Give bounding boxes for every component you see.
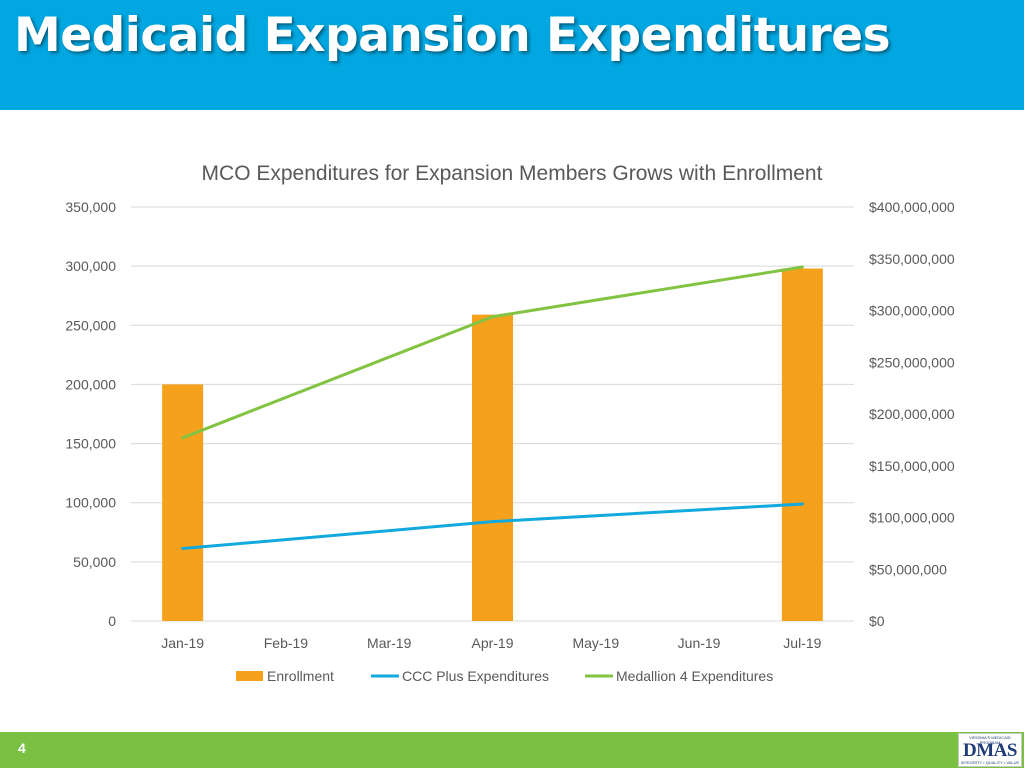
- logo-bottom-text: INTEGRITY • QUALITY • VALUE: [960, 760, 1020, 765]
- y-right-tick-label: $0: [869, 613, 885, 629]
- x-tick-label: Feb-19: [264, 635, 309, 651]
- y-right-tick-label: $350,000,000: [869, 251, 955, 267]
- legend-swatch-enrollment: [236, 671, 263, 681]
- ccc-plus-expenditures-point: [491, 520, 494, 524]
- y-right-tick-label: $100,000,000: [869, 510, 955, 526]
- y-left-tick-label: 50,000: [73, 554, 116, 570]
- enrollment-bar: [781, 268, 823, 621]
- y-left-tick-label: 0: [108, 613, 116, 629]
- y-left-tick-label: 300,000: [65, 258, 116, 274]
- y-right-tick-label: $200,000,000: [869, 406, 955, 422]
- medallion-4-expenditures-point: [491, 315, 494, 319]
- enrollment-bar: [472, 314, 513, 621]
- enrollment-bar: [162, 384, 204, 621]
- legend-label: CCC Plus Expenditures: [402, 668, 549, 684]
- expenditures-chart: MCO Expenditures for Expansion Members G…: [65, 162, 955, 684]
- slide-title: Medicaid Expansion Expenditures: [14, 8, 891, 63]
- medallion-4-expenditures-point: [800, 265, 804, 269]
- chart-title: MCO Expenditures for Expansion Members G…: [202, 162, 823, 185]
- x-tick-label: Mar-19: [367, 635, 412, 651]
- legend-label: Medallion 4 Expenditures: [616, 668, 773, 684]
- x-tick-label: May-19: [572, 635, 619, 651]
- chart-area: MCO Expenditures for Expansion Members G…: [0, 110, 1024, 732]
- page-number: 4: [18, 740, 26, 756]
- y-left-tick-label: 200,000: [65, 376, 116, 392]
- y-left-tick-label: 150,000: [65, 436, 116, 452]
- dmas-logo: VIRGINIA'S MEDICAID PROGRAM DMAS INTEGRI…: [958, 733, 1022, 767]
- slide-footer: 4 VIRGINIA'S MEDICAID PROGRAM DMAS INTEG…: [0, 732, 1024, 768]
- y-right-tick-label: $50,000,000: [869, 561, 947, 577]
- x-tick-label: Jan-19: [161, 635, 204, 651]
- ccc-plus-expenditures-point: [800, 502, 804, 506]
- y-left-tick-label: 350,000: [65, 199, 116, 215]
- y-right-tick-label: $150,000,000: [869, 458, 955, 474]
- medallion-4-expenditures-point: [181, 436, 185, 440]
- slide-header: Medicaid Expansion Expenditures: [0, 0, 1024, 110]
- y-right-tick-label: $250,000,000: [869, 354, 955, 370]
- y-right-tick-label: $400,000,000: [869, 199, 955, 215]
- ccc-plus-expenditures-point: [181, 547, 185, 551]
- x-tick-label: Jun-19: [678, 635, 721, 651]
- logo-main-text: DMAS: [963, 740, 1017, 761]
- logo-top-text: VIRGINIA'S MEDICAID PROGRAM: [969, 735, 1011, 745]
- y-right-tick-label: $300,000,000: [869, 303, 955, 319]
- x-tick-label: Jul-19: [783, 635, 821, 651]
- x-tick-label: Apr-19: [471, 635, 513, 651]
- y-left-tick-label: 250,000: [65, 317, 116, 333]
- y-left-tick-label: 100,000: [65, 495, 116, 511]
- legend-label: Enrollment: [267, 668, 334, 684]
